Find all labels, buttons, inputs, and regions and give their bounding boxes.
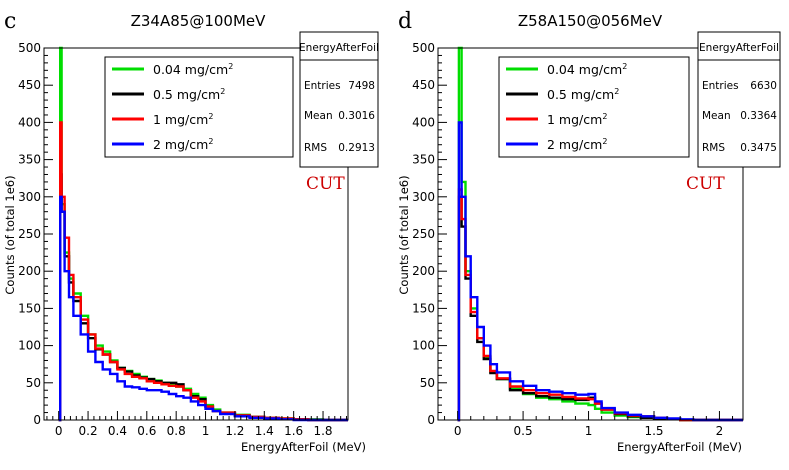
plot-frame bbox=[437, 47, 744, 421]
panel-c: c Z34A85@100MeV Counts (of total 1e6) En… bbox=[3, 9, 379, 454]
legend-label: 0.04 mg/cm2 bbox=[153, 62, 233, 77]
x-axis-label: EnergyAfterFoil (MeV) bbox=[241, 440, 366, 454]
panel-letter-d: d bbox=[398, 9, 412, 34]
y-tick-label: 400 bbox=[412, 115, 435, 129]
stats-title: EnergyAfterFoil bbox=[699, 42, 779, 54]
legend-label: 2 mg/cm2 bbox=[547, 137, 607, 152]
legend-entry: 2 mg/cm2 bbox=[506, 137, 607, 152]
x-tick-label: 1.6 bbox=[284, 424, 303, 438]
x-tick-label: 2 bbox=[716, 424, 724, 438]
stats-box: EnergyAfterFoil Entries 6630 Mean 0.3364… bbox=[697, 31, 781, 168]
legend-entry: 0.5 mg/cm2 bbox=[112, 87, 225, 102]
x-tick-label: 0.8 bbox=[167, 424, 186, 438]
stats-row-label: Entries bbox=[304, 80, 341, 92]
legend-box bbox=[498, 56, 690, 158]
stats-row-value: 0.3016 bbox=[338, 110, 375, 122]
x-tick-label: 0.6 bbox=[137, 424, 156, 438]
y-tick-label: 200 bbox=[412, 264, 435, 278]
y-tick-label: 100 bbox=[412, 339, 435, 353]
stats-title: EnergyAfterFoil bbox=[299, 42, 379, 54]
plot-frame bbox=[43, 47, 349, 421]
chart-title: Z58A150@056MeV bbox=[518, 12, 663, 30]
legend-entry: 2 mg/cm2 bbox=[112, 137, 213, 152]
legend-entry: 0.04 mg/cm2 bbox=[112, 62, 233, 77]
x-tick-label: 0.5 bbox=[514, 424, 533, 438]
stats-frame bbox=[697, 31, 781, 168]
y-tick-label: 0 bbox=[33, 413, 41, 427]
x-tick-label: 1.5 bbox=[644, 424, 663, 438]
y-tick-label: 150 bbox=[412, 301, 435, 315]
stats-row-label: Entries bbox=[702, 80, 739, 92]
legend-label: 1 mg/cm2 bbox=[547, 112, 607, 127]
y-tick-label: 200 bbox=[18, 264, 41, 278]
y-tick-label: 50 bbox=[420, 376, 435, 390]
stats-row-value: 6630 bbox=[750, 80, 777, 92]
y-tick-label: 350 bbox=[412, 153, 435, 167]
x-tick-label: 0 bbox=[55, 424, 63, 438]
stats-frame bbox=[299, 31, 379, 168]
legend-entry: 0.04 mg/cm2 bbox=[506, 62, 627, 77]
x-tick-label: 1.4 bbox=[255, 424, 274, 438]
y-tick-label: 250 bbox=[18, 227, 41, 241]
stats-row-label: Mean bbox=[702, 110, 731, 122]
legend-entry: 0.5 mg/cm2 bbox=[506, 87, 619, 102]
series-line bbox=[58, 173, 348, 422]
legend-label: 1 mg/cm2 bbox=[153, 112, 213, 127]
stats-row-value: 0.3475 bbox=[740, 142, 777, 154]
chart-title: Z34A85@100MeV bbox=[131, 12, 267, 30]
legend-box bbox=[104, 56, 294, 158]
stats-row-label: RMS bbox=[702, 142, 725, 154]
y-tick-label: 0 bbox=[427, 413, 435, 427]
stats-row-value: 0.2913 bbox=[338, 142, 375, 154]
y-tick-label: 450 bbox=[18, 78, 41, 92]
x-tick-label: 1.8 bbox=[313, 424, 332, 438]
cut-annotation: CUT bbox=[686, 174, 725, 194]
x-tick-label: 1 bbox=[202, 424, 210, 438]
y-tick-label: 500 bbox=[18, 41, 41, 55]
series-line bbox=[457, 188, 743, 422]
y-tick-label: 250 bbox=[412, 227, 435, 241]
legend-label: 2 mg/cm2 bbox=[153, 137, 213, 152]
stats-row-label: RMS bbox=[304, 142, 327, 154]
y-axis-label: Counts (of total 1e6) bbox=[397, 175, 411, 294]
y-tick-label: 150 bbox=[18, 301, 41, 315]
x-tick-label: 1.2 bbox=[225, 424, 244, 438]
legend-label: 0.5 mg/cm2 bbox=[547, 87, 619, 102]
tick-layer: 0 50 100 150 200 250 300 350 400 450 500 0 0.2 0.4 0.6… bbox=[18, 41, 348, 438]
x-tick-label: 0 bbox=[454, 424, 462, 438]
cut-annotation: CUT bbox=[306, 174, 345, 194]
y-tick-label: 350 bbox=[18, 153, 41, 167]
panel-d: d Z58A150@056MeV Counts (of total 1e6) E… bbox=[397, 9, 781, 454]
legend-label: 0.04 mg/cm2 bbox=[547, 62, 627, 77]
tick-layer: 0 50 100 150 200 250 300 350 400 450 500 0 0.5 1 1.5 2 bbox=[412, 41, 734, 438]
y-tick-label: 300 bbox=[412, 190, 435, 204]
legend-label: 0.5 mg/cm2 bbox=[153, 87, 225, 102]
y-tick-label: 50 bbox=[26, 376, 41, 390]
y-axis-label: Counts (of total 1e6) bbox=[3, 175, 17, 294]
y-tick-label: 400 bbox=[18, 115, 41, 129]
legend-entry: 1 mg/cm2 bbox=[506, 112, 607, 127]
x-tick-label: 0.4 bbox=[108, 424, 127, 438]
y-tick-label: 300 bbox=[18, 190, 41, 204]
legend-entry: 1 mg/cm2 bbox=[112, 112, 213, 127]
y-tick-label: 450 bbox=[412, 78, 435, 92]
x-axis-label: EnergyAfterFoil (MeV) bbox=[617, 440, 742, 454]
legend: 0.04 mg/cm2 0.5 mg/cm2 1 mg/cm2 2 mg/cm2 bbox=[498, 56, 690, 158]
stats-row-value: 7498 bbox=[348, 80, 375, 92]
y-tick-label: 500 bbox=[412, 41, 435, 55]
panel-letter-c: c bbox=[4, 9, 16, 34]
x-tick-label: 1 bbox=[585, 424, 593, 438]
stats-box: EnergyAfterFoil Entries 7498 Mean 0.3016… bbox=[299, 31, 379, 168]
y-tick-label: 100 bbox=[18, 339, 41, 353]
stats-row-label: Mean bbox=[304, 110, 333, 122]
series-line bbox=[457, 195, 743, 422]
x-tick-label: 0.2 bbox=[79, 424, 98, 438]
legend: 0.04 mg/cm2 0.5 mg/cm2 1 mg/cm2 2 mg/cm2 bbox=[104, 56, 294, 158]
stats-row-value: 0.3364 bbox=[740, 110, 777, 122]
series-line bbox=[58, 195, 348, 422]
